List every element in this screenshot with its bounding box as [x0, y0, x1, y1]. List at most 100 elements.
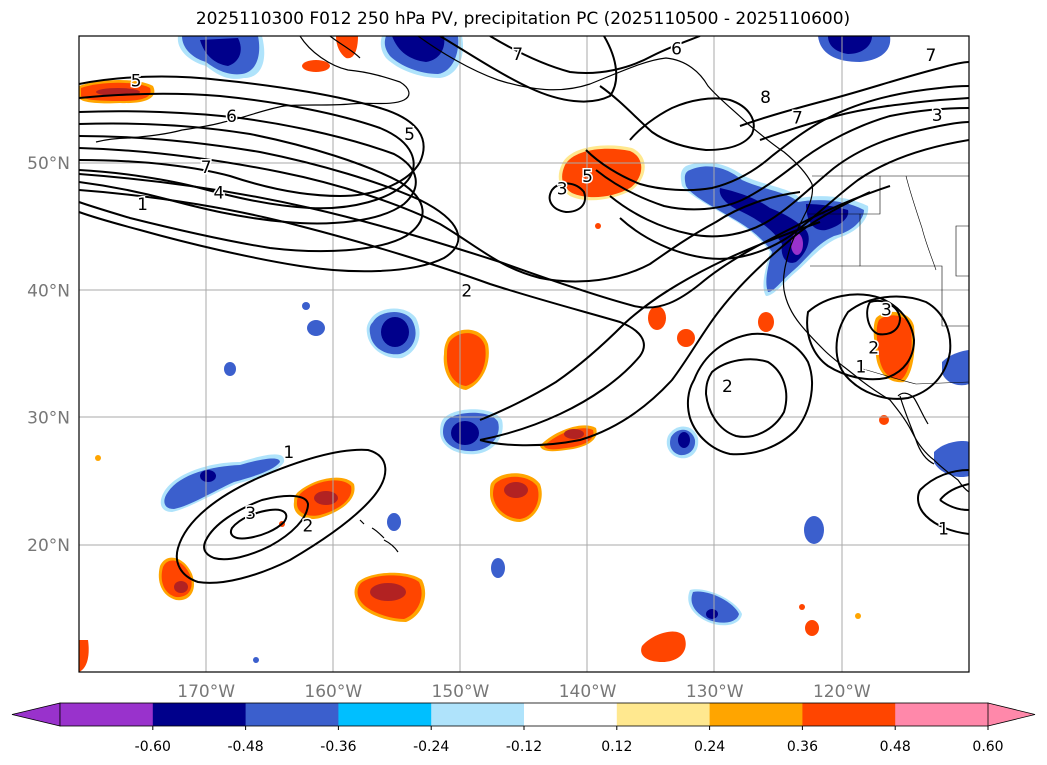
pv-contour-1-southeast: [917, 469, 969, 535]
longitude-tick-label: 160°W: [304, 682, 362, 702]
precip-negative-blob: [818, 36, 891, 62]
precip-negative-blob: [366, 308, 420, 359]
us-mexico-border: [859, 367, 969, 385]
pv-contour-label: 2: [722, 377, 733, 397]
precip-positive-blob: [354, 572, 426, 622]
longitude-tick-label: 170°W: [177, 682, 235, 702]
precipitation-field: [79, 36, 969, 672]
pv-contour-label: 3: [881, 300, 892, 320]
pv-contour-1-subtropical: [175, 448, 387, 584]
colorbar-swatch: [895, 703, 989, 726]
baja-california-coast: [899, 395, 935, 465]
precip-negative-blob: [666, 426, 699, 459]
precip-positive-blob: [79, 80, 155, 104]
ocean-background: [79, 36, 969, 672]
map-frame: [78, 35, 970, 673]
pv-contour-2-subtropical: [203, 494, 310, 561]
pv-contour-3-subtropical: [230, 508, 288, 540]
pv-contour-4: [79, 122, 424, 253]
pv-contour-2-low: [704, 358, 788, 438]
pv-contour-label: 3: [932, 106, 943, 126]
hawaiian-islands: [359, 519, 399, 553]
latitude-tick-label: 30°N: [27, 409, 70, 429]
pv-contour-8: [599, 85, 755, 152]
precip-negative-blob: [387, 513, 824, 578]
pv-contour-label: 6: [671, 40, 682, 60]
pv-contour-1c: [79, 173, 891, 309]
alaska-peninsula-coast: [223, 36, 410, 123]
pv-contour-label: 7: [512, 45, 523, 65]
pv-contour-label: 2: [868, 339, 879, 359]
latitude-tick-labels: 20°N 30°N 40°N 50°N: [27, 154, 70, 556]
pv-contour-label: 6: [226, 107, 237, 127]
pv-contour-3-closed: [548, 182, 586, 214]
figure-title: 2025110300 F012 250 hPa PV, precipitatio…: [196, 9, 850, 29]
pv-contour-label: 8: [760, 88, 771, 108]
precip-positive-blob: [443, 329, 489, 390]
pv-contour-1: [79, 189, 645, 441]
precip-negative-blob: [160, 454, 285, 512]
pv-contour-label: 7: [925, 46, 936, 66]
colorbar-swatch: [338, 703, 432, 726]
pv-contour-3-cutoff: [866, 300, 902, 336]
pv-contour-label: 1: [856, 358, 867, 378]
colorbar-swatch: [60, 703, 154, 726]
latitude-tick-label: 50°N: [27, 154, 70, 174]
colorbar-swatch: [802, 703, 896, 726]
colorbar-level-label: -0.36: [320, 739, 356, 755]
gulf-of-alaska-coast: [417, 36, 814, 213]
colorbar-level-label: 0.48: [880, 739, 911, 755]
pv-contour-label: 3: [245, 504, 256, 524]
pv-contour-2-cutoff: [806, 293, 916, 381]
longitude-tick-label: 140°W: [559, 682, 617, 702]
precip-negative-blob: [224, 302, 325, 376]
pv-contour-label: 7: [792, 108, 803, 128]
pv-contour-label: 1: [137, 195, 148, 215]
precip-positive-blob: [279, 477, 355, 527]
pv-contour-label: 2: [302, 517, 313, 537]
pv-contour-7-north: [439, 36, 618, 103]
pv-contour-label: 2: [461, 281, 472, 301]
pv-contour-6-east: [759, 97, 969, 141]
longitude-tick-labels: 170°W 160°W 150°W 140°W 130°W 120°W: [177, 682, 871, 702]
pv-contour-6-north: [489, 36, 701, 75]
precip-negative-blob: [380, 36, 464, 78]
colorbar-level-label: -0.24: [413, 739, 449, 755]
pv-contour-5-east: [585, 85, 969, 192]
precip-positive-blob: [558, 145, 645, 229]
precip-positive-blob: [648, 306, 774, 347]
pv-contour-1b: [479, 191, 871, 447]
pv-contours: [79, 36, 969, 584]
precip-positive-blob: [873, 311, 915, 425]
pv-contour-1-low: [686, 332, 813, 456]
aleutian-islands: [95, 121, 225, 143]
colorbar-level-label: 0.36: [787, 739, 818, 755]
longitude-tick-label: 150°W: [432, 682, 490, 702]
colorbar-swatch: [152, 703, 247, 726]
colorbar-swatch: [245, 703, 339, 726]
pv-contour-label: 1: [938, 519, 949, 539]
colorbar-level-label: 0.60: [972, 739, 1003, 755]
graticule: [79, 36, 969, 672]
pv-contour-label: 4: [213, 183, 224, 203]
pv-contour-4-east: [595, 107, 969, 211]
precip-positive-blob: [641, 604, 861, 662]
pv-contour-2b: [479, 221, 821, 421]
pv-contour-label: 7: [201, 158, 212, 178]
pv-contour-5: [79, 75, 425, 198]
precip-positive-blob: [158, 557, 195, 601]
colorbar-level-label: 0.12: [601, 739, 632, 755]
pv-contour-label: 5: [582, 167, 593, 187]
colorbar-swatch: [709, 703, 803, 726]
precip-negative-blob: [177, 36, 265, 79]
pv-contour-label: 5: [404, 125, 415, 145]
colorbar: -0.60 -0.48 -0.36 -0.24 -0.12 0.12 0.24 0.36 0.4…: [11, 702, 1036, 755]
longitude-tick-label: 130°W: [686, 682, 744, 702]
longitude-tick-label: 120°W: [813, 682, 871, 702]
canadian-rockies-border: [905, 175, 937, 271]
gulf-of-california-coast: [897, 392, 929, 425]
colorbar-swatch: [524, 703, 618, 726]
